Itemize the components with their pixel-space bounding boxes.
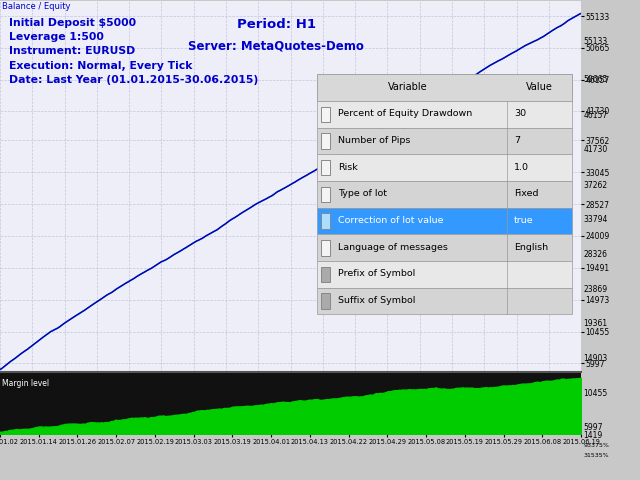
FancyBboxPatch shape	[321, 107, 330, 122]
Text: Suffix of Symbol: Suffix of Symbol	[338, 296, 415, 305]
FancyBboxPatch shape	[317, 208, 572, 234]
Text: 23869: 23869	[584, 285, 608, 294]
Text: 28326: 28326	[584, 251, 608, 259]
Text: 41730: 41730	[584, 145, 608, 154]
FancyBboxPatch shape	[317, 74, 572, 101]
FancyBboxPatch shape	[321, 267, 330, 282]
Text: Balance / Equity: Balance / Equity	[2, 2, 70, 11]
Text: 14903: 14903	[584, 354, 608, 363]
Text: Fixed: Fixed	[514, 190, 539, 198]
FancyBboxPatch shape	[321, 160, 330, 176]
FancyBboxPatch shape	[321, 187, 330, 202]
Text: 37262: 37262	[584, 181, 608, 190]
Text: 46157: 46157	[584, 111, 608, 120]
FancyBboxPatch shape	[317, 128, 572, 155]
Text: Risk: Risk	[338, 163, 358, 172]
Text: Margin level: Margin level	[2, 379, 49, 388]
Text: Type of lot: Type of lot	[338, 190, 387, 198]
FancyBboxPatch shape	[321, 293, 330, 309]
FancyBboxPatch shape	[317, 288, 572, 314]
Text: 30: 30	[514, 109, 526, 119]
Text: true: true	[514, 216, 534, 225]
FancyBboxPatch shape	[321, 240, 330, 255]
FancyBboxPatch shape	[317, 181, 572, 208]
Text: 7: 7	[514, 136, 520, 145]
Text: 50665: 50665	[584, 75, 608, 84]
Text: Language of messages: Language of messages	[338, 243, 448, 252]
Text: 10455: 10455	[584, 389, 608, 397]
Text: 1419: 1419	[584, 432, 603, 440]
Text: 93375%: 93375%	[584, 443, 609, 448]
FancyBboxPatch shape	[317, 101, 572, 128]
FancyBboxPatch shape	[317, 234, 572, 261]
Text: Variable: Variable	[388, 82, 428, 92]
FancyBboxPatch shape	[317, 261, 572, 288]
Text: Percent of Equity Drawdown: Percent of Equity Drawdown	[338, 109, 472, 119]
Text: Server: MetaQuotes-Demo: Server: MetaQuotes-Demo	[188, 40, 364, 53]
Text: Correction of lot value: Correction of lot value	[338, 216, 444, 225]
Text: Prefix of Symbol: Prefix of Symbol	[338, 269, 415, 278]
Text: Value: Value	[525, 82, 552, 92]
Text: 31535%: 31535%	[584, 453, 609, 457]
FancyBboxPatch shape	[321, 133, 330, 149]
Text: 1.0: 1.0	[514, 163, 529, 172]
Text: 19361: 19361	[584, 320, 608, 328]
Text: 5997: 5997	[584, 423, 603, 432]
Text: 33794: 33794	[584, 216, 608, 224]
Text: 55133: 55133	[584, 37, 608, 46]
Text: Period: H1: Period: H1	[237, 18, 316, 31]
Text: English: English	[514, 243, 548, 252]
FancyBboxPatch shape	[321, 213, 330, 229]
FancyBboxPatch shape	[317, 155, 572, 181]
Text: Initial Deposit $5000
Leverage 1:500
Instrument: EURUSD
Execution: Normal, Every: Initial Deposit $5000 Leverage 1:500 Ins…	[9, 18, 258, 85]
Text: Number of Pips: Number of Pips	[338, 136, 411, 145]
